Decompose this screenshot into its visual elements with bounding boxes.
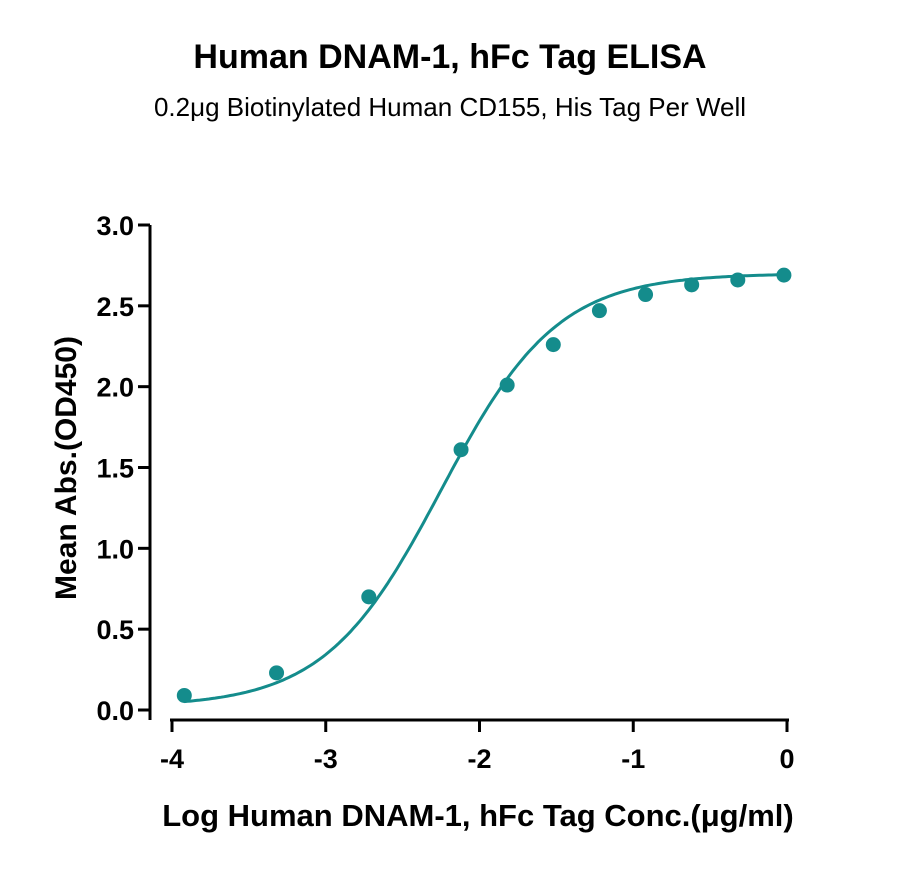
x-axis-label: Log Human DNAM-1, hFc Tag Conc.(μg/ml): [162, 798, 793, 833]
x-tick-label: -2: [467, 744, 491, 774]
data-point: [453, 442, 469, 458]
y-tick-label: 2.5: [96, 292, 134, 322]
x-tick-label: -1: [621, 744, 645, 774]
data-point: [176, 687, 192, 703]
data-point: [684, 277, 700, 293]
data-point: [730, 272, 746, 288]
y-tick-label: 1.0: [96, 534, 134, 564]
data-points: [176, 267, 792, 703]
y-tick-label: 1.5: [96, 454, 134, 484]
chart-subtitle: 0.2μg Biotinylated Human CD155, His Tag …: [153, 92, 747, 122]
x-tick-label: -3: [314, 744, 338, 774]
data-point: [638, 287, 654, 303]
x-tick-label: -4: [160, 744, 184, 774]
data-point: [361, 589, 377, 605]
data-point: [499, 377, 515, 393]
data-point: [591, 303, 607, 319]
x-tick-label: 0: [779, 744, 794, 774]
chart-title: Human DNAM-1, hFc Tag ELISA: [193, 38, 707, 76]
y-tick-label: 2.0: [96, 373, 134, 403]
data-point: [776, 267, 792, 283]
fit-curve: [184, 273, 784, 704]
y-tick-label: 0.0: [96, 696, 134, 726]
y-tick-label: 3.0: [96, 211, 134, 241]
data-point: [269, 665, 285, 681]
axes: 0.0 0.5 1.0 1.5 2.0 2.5 3.0 -4 -3 -2 -1 0: [96, 211, 794, 774]
y-axis-label: Mean Abs.(OD450): [50, 336, 83, 600]
y-tick-label: 0.5: [96, 615, 134, 645]
data-point: [545, 337, 561, 353]
